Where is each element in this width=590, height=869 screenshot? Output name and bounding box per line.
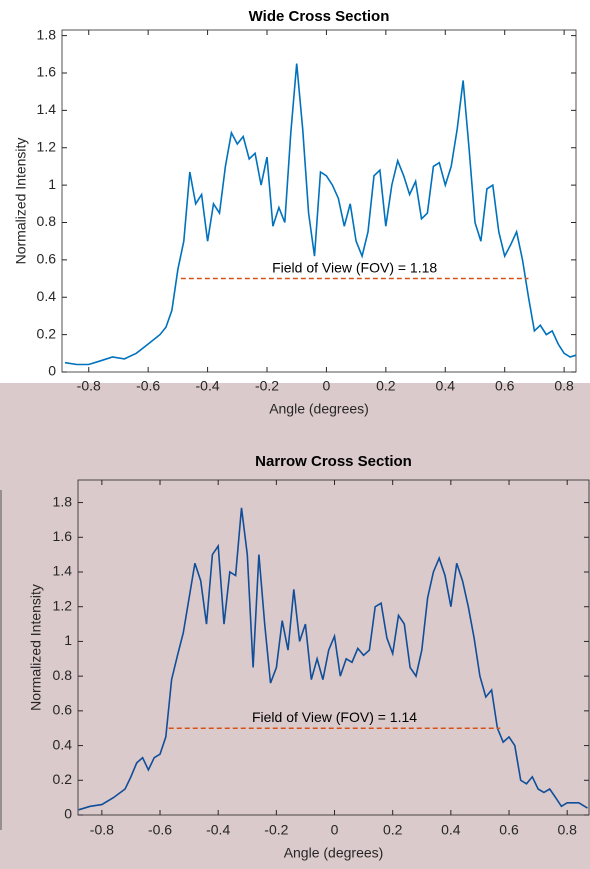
x-axis-label: Angle (degrees) bbox=[284, 845, 384, 861]
x-tick-label: -0.4 bbox=[206, 822, 230, 838]
plot-area bbox=[77, 479, 590, 816]
y-axis-label: Normalized Intensity bbox=[28, 584, 44, 711]
y-tick-label: 1.2 bbox=[53, 597, 73, 613]
y-tick-label: 1.6 bbox=[37, 64, 57, 80]
x-tick-label: -0.2 bbox=[264, 822, 288, 838]
title: Wide Cross Section bbox=[249, 8, 390, 25]
x-tick-label: -0.8 bbox=[90, 822, 114, 838]
annotation: Field of View (FOV) = 1.18 bbox=[272, 259, 437, 275]
x-tick-label: 0.2 bbox=[376, 378, 396, 394]
y-tick-label: 0.4 bbox=[37, 288, 57, 304]
y-tick-label: 0.4 bbox=[53, 736, 73, 752]
data-line bbox=[64, 63, 577, 366]
y-tick-label: 0 bbox=[64, 806, 72, 822]
x-tick-label: 0 bbox=[331, 822, 339, 838]
x-axis-label: Angle (degrees) bbox=[269, 401, 369, 417]
x-tick-label: 0.4 bbox=[436, 378, 456, 394]
x-tick-label: -0.6 bbox=[148, 822, 172, 838]
data-line bbox=[78, 507, 588, 811]
y-tick-label: 1.8 bbox=[37, 26, 57, 42]
y-tick-label: 0 bbox=[48, 363, 56, 379]
y-tick-label: 1 bbox=[48, 176, 56, 192]
x-tick-label: 0.2 bbox=[383, 822, 403, 838]
y-axis-label: Normalized Intensity bbox=[13, 138, 29, 265]
y-tick-label: 0.8 bbox=[53, 667, 73, 683]
y-tick-label: 0.2 bbox=[53, 771, 73, 787]
x-tick-label: -0.8 bbox=[77, 378, 101, 394]
y-tick-label: 1 bbox=[64, 632, 72, 648]
x-tick-label: -0.4 bbox=[196, 378, 220, 394]
top-panel bbox=[0, 0, 590, 383]
y-tick-label: 0.2 bbox=[37, 325, 57, 341]
y-tick-label: 0.8 bbox=[37, 213, 57, 229]
annotation: Field of View (FOV) = 1.14 bbox=[252, 709, 417, 725]
y-tick-label: 0.6 bbox=[37, 251, 57, 267]
x-tick-label: 0.8 bbox=[557, 822, 577, 838]
plot-area bbox=[61, 29, 577, 373]
x-tick-label: 0.8 bbox=[554, 378, 574, 394]
y-tick-label: 1.4 bbox=[53, 563, 73, 579]
x-tick-label: -0.6 bbox=[136, 378, 160, 394]
y-tick-label: 1.8 bbox=[53, 493, 73, 509]
y-tick-label: 1.4 bbox=[37, 101, 57, 117]
y-tick-label: 1.2 bbox=[37, 138, 57, 154]
title: Narrow Cross Section bbox=[255, 453, 412, 470]
x-tick-label: -0.2 bbox=[255, 378, 279, 394]
x-tick-label: 0.6 bbox=[499, 822, 519, 838]
x-tick-label: 0.4 bbox=[441, 822, 461, 838]
x-tick-label: 0 bbox=[323, 378, 331, 394]
y-tick-label: 0.6 bbox=[53, 702, 73, 718]
x-tick-label: 0.6 bbox=[495, 378, 515, 394]
y-tick-label: 1.6 bbox=[53, 528, 73, 544]
